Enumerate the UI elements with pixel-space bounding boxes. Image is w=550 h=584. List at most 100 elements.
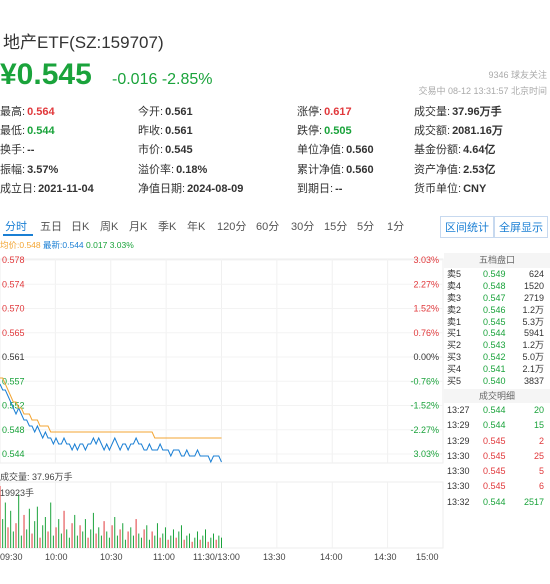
deal-time: 13:30 — [447, 481, 470, 492]
percent-tick: 2.27% — [413, 279, 439, 289]
tab-8[interactable]: 60分 — [256, 221, 280, 233]
stat-label: 换手: — [0, 144, 26, 157]
stat-item: 成立日: 2021-11-04 — [0, 180, 94, 196]
stat-label: 市价: — [138, 144, 164, 157]
time-tick: 11:00 — [153, 552, 175, 562]
level-volume: 3837 — [523, 376, 544, 387]
follower-count: 9346 球友关注 — [488, 70, 547, 80]
level-price: 0.549 — [483, 269, 506, 279]
level-price: 0.547 — [483, 292, 506, 303]
time-tick: 13:30 — [263, 552, 286, 562]
level-price: 0.544 — [483, 328, 506, 339]
deal-volume: 2 — [538, 435, 544, 446]
deal-price: 0.545 — [483, 466, 506, 477]
tab-7[interactable]: 120分 — [217, 221, 247, 233]
page-title: 地产ETF(SZ:159707) — [3, 33, 164, 52]
stat-label: 振幅: — [0, 163, 26, 176]
level-price: 0.541 — [483, 364, 506, 375]
stat-label: 资产净值: — [414, 163, 462, 176]
order-book-row: 买1 0.544 5941 — [444, 327, 550, 339]
deal-row: 13:30 0.545 6 — [444, 479, 550, 494]
stat-label: 涨停: — [297, 106, 323, 118]
deal-price: 0.544 — [483, 404, 506, 415]
order-book-row: 买4 0.541 2.1万 — [444, 363, 550, 375]
tab-12[interactable]: 1分 — [387, 221, 405, 233]
tab-1[interactable]: 五日 — [40, 221, 62, 233]
tab-0[interactable]: 分时 — [5, 221, 27, 233]
tab-4[interactable]: 月K — [129, 221, 148, 233]
tab-2[interactable]: 日K — [71, 221, 90, 233]
stat-label: 成交量: — [414, 106, 451, 118]
stat-item: 到期日: -- — [297, 180, 342, 196]
stat-value: 0.561 — [165, 106, 193, 118]
legend-change: 0.017 — [86, 240, 108, 250]
level-label: 卖2 — [447, 304, 462, 315]
change-percent: -2.85% — [161, 71, 213, 88]
level-volume: 5.0万 — [522, 352, 544, 363]
tab-10[interactable]: 15分 — [324, 221, 348, 233]
stat-item: 跌停: 0.505 — [297, 122, 352, 138]
change-value: -0.016 — [112, 71, 158, 88]
percent-tick: -0.76% — [410, 376, 439, 386]
stat-value: -- — [335, 182, 343, 195]
stat-label: 成立日: — [0, 182, 37, 195]
deal-price: 0.545 — [483, 481, 506, 492]
deal-volume: 6 — [538, 481, 544, 492]
percent-tick: 3.03% — [413, 255, 439, 265]
order-book: 五档盘口 卖5 0.549 624 卖4 0.548 1520 卖3 0.547 2719 卖2 0.… — [444, 253, 550, 510]
level-price: 0.542 — [483, 352, 506, 363]
stat-label: 成交额: — [414, 125, 451, 138]
stat-item: 单位净值: 0.560 — [297, 141, 374, 157]
deal-time: 13:29 — [447, 435, 470, 446]
price-tick: 0.574 — [2, 279, 25, 289]
deals-title: 成交明细 — [444, 388, 550, 403]
stat-item: 换手: -- — [0, 141, 34, 157]
level-label: 卖5 — [447, 269, 462, 279]
level-label: 买4 — [447, 364, 462, 375]
level-price: 0.545 — [483, 316, 506, 327]
time-tick: 10:00 — [45, 552, 68, 562]
price-tick: 0.561 — [2, 352, 25, 362]
time-tick: 09:30 — [0, 552, 23, 562]
order-book-row: 卖3 0.547 2719 — [444, 292, 550, 304]
percent-tick: -2.27% — [410, 425, 439, 435]
interval-stats-button[interactable]: 区间统计 — [440, 216, 494, 238]
stat-value: -- — [27, 144, 35, 157]
stat-value: 0.18% — [176, 163, 208, 176]
stat-item: 成交额: 2081.16万 — [414, 122, 503, 138]
stat-item: 净值日期: 2024-08-09 — [138, 180, 243, 196]
stat-item: 市价: 0.545 — [138, 141, 193, 157]
tab-5[interactable]: 季K — [158, 221, 177, 233]
stat-label: 最低: — [0, 125, 26, 138]
deal-row: 13:30 0.545 5 — [444, 464, 550, 479]
level-volume: 2.1万 — [522, 364, 544, 375]
deal-volume: 2517 — [523, 496, 544, 507]
stat-value: 0.544 — [27, 125, 55, 138]
time-tick: 14:00 — [320, 552, 343, 562]
stat-label: 净值日期: — [138, 182, 186, 195]
stat-value: 2024-08-09 — [187, 182, 244, 195]
fullscreen-button[interactable]: 全屏显示 — [494, 216, 548, 238]
level-volume: 5941 — [523, 328, 544, 339]
price-change: -0.016 -2.85% — [112, 71, 213, 89]
tab-11[interactable]: 5分 — [357, 221, 375, 233]
stat-label: 累计净值: — [297, 163, 345, 176]
percent-tick: -1.52% — [410, 401, 439, 411]
current-price: ¥0.545 — [0, 58, 92, 91]
level-volume: 624 — [528, 269, 544, 279]
stat-label: 跌停: — [297, 125, 323, 138]
level-volume: 2719 — [523, 292, 544, 303]
stat-item: 成交量: 37.96万手 — [414, 103, 502, 119]
stat-value: 0.617 — [324, 106, 352, 118]
deal-time: 13:27 — [447, 404, 470, 415]
legend-avg: 均价:0.548 — [0, 240, 41, 250]
deal-row: 13:27 0.544 20 — [444, 403, 550, 418]
stat-value: 37.96万手 — [452, 106, 502, 118]
tab-3[interactable]: 周K — [100, 221, 119, 233]
stat-label: 到期日: — [297, 182, 334, 195]
deal-volume: 25 — [533, 450, 544, 461]
tab-6[interactable]: 年K — [187, 221, 206, 233]
level-label: 卖1 — [447, 316, 462, 327]
tab-9[interactable]: 30分 — [291, 221, 315, 233]
